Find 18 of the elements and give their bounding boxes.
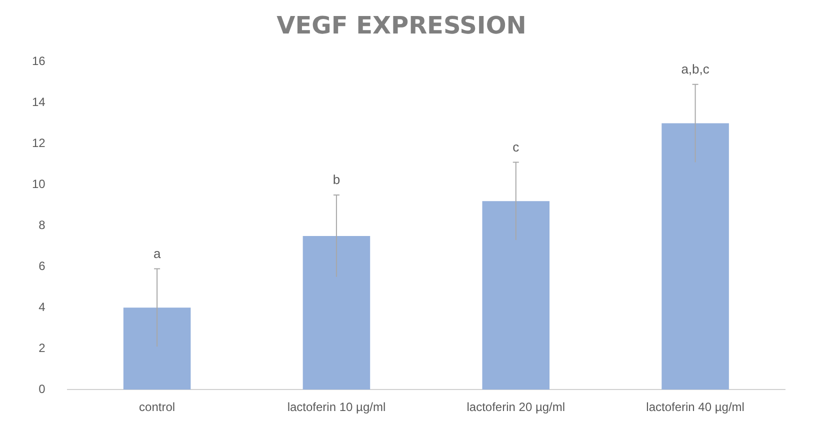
annotation: a — [153, 246, 162, 261]
y-tick-label: 0 — [38, 382, 46, 396]
x-tick-label: control — [139, 400, 176, 414]
y-tick-label: 16 — [32, 54, 46, 68]
annotation: c — [512, 139, 520, 154]
annotation: a,b,c — [681, 61, 710, 76]
y-tick-label: 10 — [32, 177, 46, 192]
x-tick-label: lactoferin 20 µg/ml — [466, 400, 566, 414]
annotation: b — [332, 172, 340, 188]
x-tick-label: lactoferin 40 µg/ml — [646, 400, 744, 414]
y-tick-label: 4 — [38, 300, 46, 314]
x-tick-label: lactoferin 10 µg/ml — [287, 400, 386, 414]
y-tick-label: 6 — [38, 258, 46, 273]
y-tick-label: 14 — [32, 95, 46, 110]
y-tick-label: 8 — [38, 218, 46, 232]
chart-title: VEGF EXPRESSION — [276, 12, 526, 40]
y-tick-label: 12 — [32, 136, 46, 150]
y-tick-label: 2 — [38, 340, 46, 355]
